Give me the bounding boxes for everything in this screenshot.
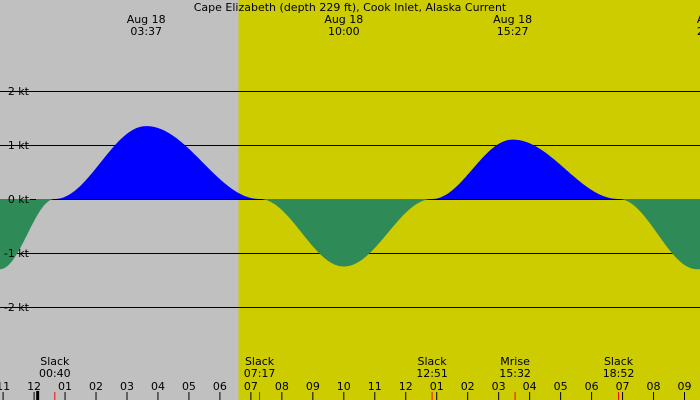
chart-title: Cape Elizabeth (depth 229 ft), Cook Inle… <box>194 1 507 14</box>
hour-label: 12 <box>399 380 413 393</box>
hour-label: 03 <box>120 380 134 393</box>
hour-label: 09 <box>306 380 320 393</box>
hour-label: 02 <box>461 380 475 393</box>
event-date-label: Aug 18 <box>493 13 532 26</box>
event-date-label: Aug 18 <box>127 13 166 26</box>
bottom-event-time: 00:40 <box>39 367 71 380</box>
midnight-marker <box>36 391 40 400</box>
bottom-event-label: Mrise <box>500 355 530 368</box>
bottom-event-labels: Slack00:40Slack07:17Slack12:51Mrise15:32… <box>39 355 634 400</box>
y-axis-labels: 2 kt 1 kt 0 kt -1 kt -2 kt <box>4 85 36 314</box>
event-time-label: 03:37 <box>130 25 162 38</box>
flood-current-area <box>0 126 700 199</box>
hour-label: 06 <box>213 380 227 393</box>
event-time-label: 15:27 <box>497 25 529 38</box>
y-tick-label: -2 kt <box>4 301 30 314</box>
hour-label: 08 <box>647 380 661 393</box>
bottom-event-time: 15:32 <box>499 367 531 380</box>
bottom-event-label: Slack <box>40 355 70 368</box>
bottom-event-label: Slack <box>417 355 447 368</box>
ebb-current-area <box>0 199 700 270</box>
hour-label: 04 <box>151 380 165 393</box>
event-time-label: 2 <box>697 25 700 38</box>
hour-label: 11 <box>368 380 382 393</box>
x-axis: 11 12 01 02 03 04 05 06 07 08 09 10 11 12 01 02 03 04 05 06… <box>0 380 692 400</box>
event-date-label: A <box>697 13 700 26</box>
event-time-label: 10:00 <box>328 25 360 38</box>
bottom-event-label: Slack <box>604 355 634 368</box>
hour-label: 12 <box>27 380 41 393</box>
hour-label: 10 <box>337 380 351 393</box>
bottom-event-time: 07:17 <box>244 367 276 380</box>
hour-label: 01 <box>58 380 72 393</box>
event-date-label: Aug 18 <box>324 13 363 26</box>
hour-label: 02 <box>89 380 103 393</box>
bottom-event-time: 12:51 <box>416 367 448 380</box>
y-tick-label: 2 kt <box>8 85 30 98</box>
hour-label: 05 <box>554 380 568 393</box>
bottom-event-time: 18:52 <box>603 367 635 380</box>
y-tick-label: 1 kt <box>8 139 30 152</box>
hour-label: 07 <box>616 380 630 393</box>
hour-label: 06 <box>585 380 599 393</box>
hour-label: 01 <box>430 380 444 393</box>
hour-label: 05 <box>182 380 196 393</box>
hour-label: 03 <box>492 380 506 393</box>
hour-label: 09 <box>678 380 692 393</box>
y-tick-label: -1 kt <box>4 247 30 260</box>
hour-label: 11 <box>0 380 10 393</box>
hour-label: 07 <box>244 380 258 393</box>
hour-label: 04 <box>523 380 537 393</box>
hour-label: 08 <box>275 380 289 393</box>
bottom-event-label: Slack <box>245 355 275 368</box>
y-tick-label: 0 kt <box>8 193 30 206</box>
